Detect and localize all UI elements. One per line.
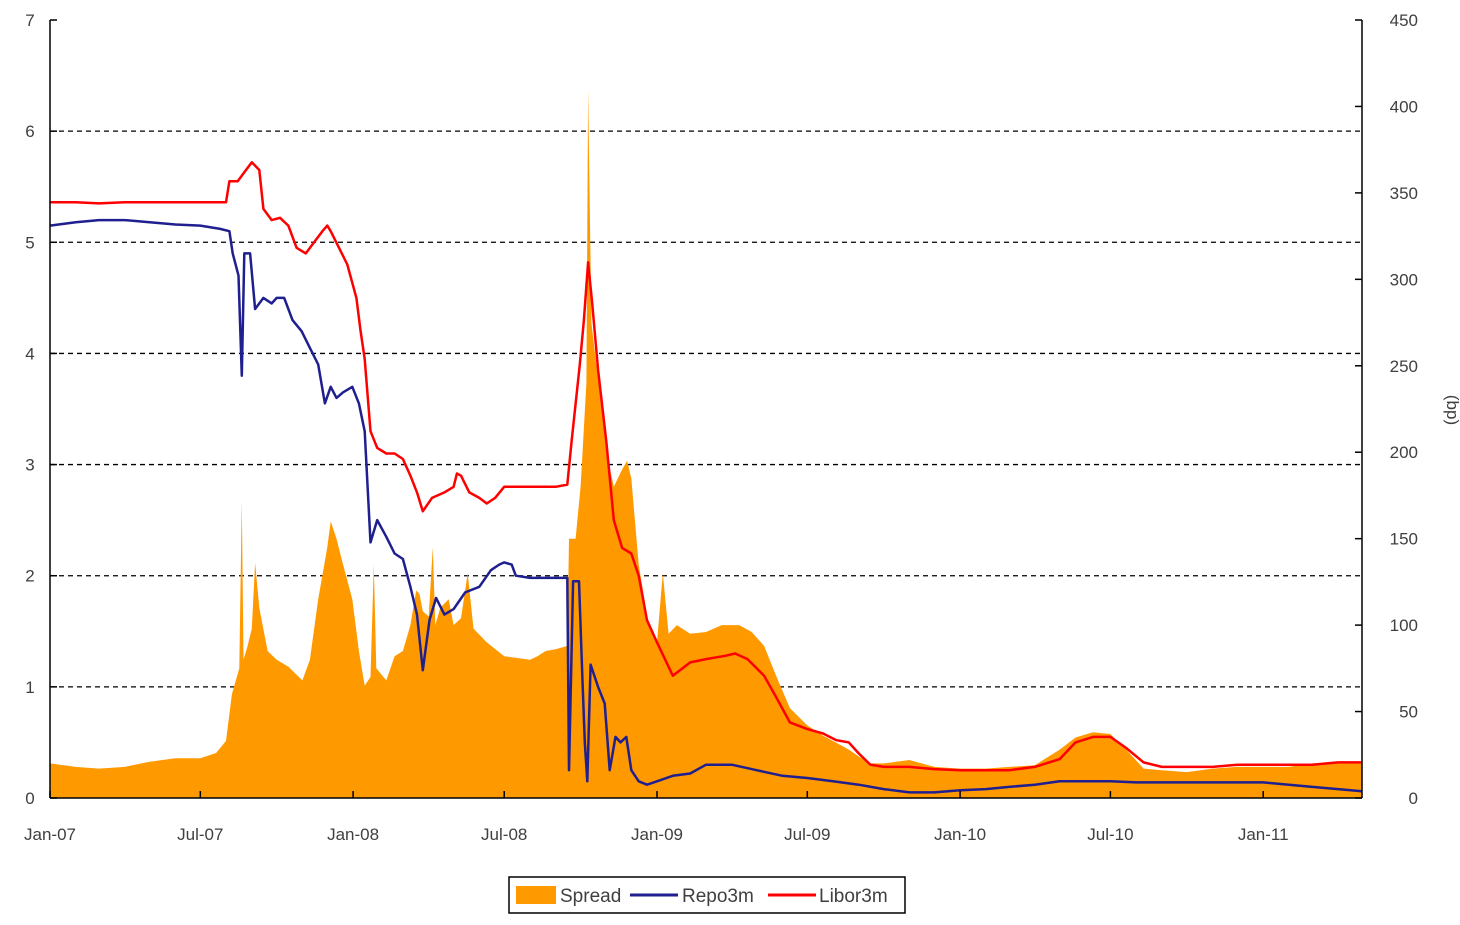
x-tick-label: Jul-08	[481, 825, 527, 844]
right-tick-label: 100	[1390, 616, 1418, 635]
left-tick-label: 4	[25, 344, 34, 363]
series-area-spread	[50, 89, 1362, 798]
legend: Spread Repo3m Libor3m	[508, 876, 906, 914]
x-tick-label: Jan-11	[1238, 825, 1289, 844]
legend-box	[508, 876, 906, 914]
legend-label-repo3m: Repo3m	[682, 886, 754, 907]
x-tick-label: Jan-10	[934, 825, 986, 844]
legend-swatch-spread	[516, 886, 556, 904]
x-tick-label: Jan-07	[24, 825, 76, 844]
line-series-layer	[49, 161, 1363, 794]
legend-label-spread: Spread	[560, 886, 621, 907]
series-line-libor3m	[50, 161, 1362, 772]
x-tick-label: Jan-09	[631, 825, 683, 844]
right-tick-label: 50	[1399, 703, 1418, 722]
right-tick-label: 300	[1390, 270, 1418, 289]
right-tick-label: 400	[1390, 97, 1418, 116]
legend-label-libor3m: Libor3m	[819, 886, 888, 907]
left-tick-label: 6	[25, 122, 34, 141]
right-tick-label: 450	[1390, 11, 1418, 30]
right-tick-label: 350	[1390, 184, 1418, 203]
spread-area-layer	[50, 89, 1362, 798]
left-tick-label: 1	[25, 678, 34, 697]
axis-ticks: 0 1 2 3 4 5 6 7 0 50 100 150 200 250 300 350 400 450 Jan-0…	[24, 11, 1418, 844]
series-line-repo3m	[49, 218, 1363, 794]
right-tick-label: 150	[1390, 530, 1418, 549]
right-axis-title: (bp)	[1443, 395, 1460, 425]
right-tick-label: 200	[1390, 443, 1418, 462]
right-tick-label: 0	[1409, 789, 1418, 808]
x-tick-label: Jul-10	[1087, 825, 1133, 844]
axes	[49, 20, 1363, 799]
x-tick-label: Jul-07	[177, 825, 223, 844]
gridlines	[50, 130, 1362, 688]
x-tick-label: Jul-09	[784, 825, 830, 844]
left-tick-label: 2	[25, 567, 34, 586]
x-tick-label: Jan-08	[327, 825, 379, 844]
left-tick-label: 7	[25, 11, 34, 30]
left-tick-label: 3	[25, 456, 34, 475]
left-tick-label: 0	[25, 789, 34, 808]
left-tick-label: 5	[25, 233, 34, 252]
right-tick-label: 250	[1390, 357, 1418, 376]
